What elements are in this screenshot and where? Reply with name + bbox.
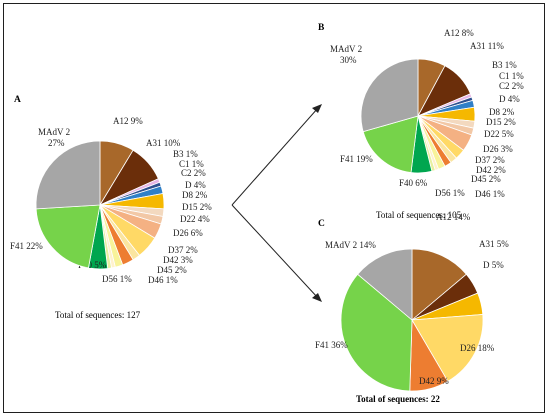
slice-label-d26: D26 3% — [483, 144, 513, 154]
slice-label-d45: D45 2% — [471, 174, 501, 184]
panel-b-total: Total of sequences: 105 — [376, 210, 462, 220]
figure-frame — [3, 3, 545, 413]
slice-label-madv-2: MAdV 2 30% — [330, 44, 362, 65]
slice-label-d46: D46 1% — [148, 275, 178, 285]
slice-label-d56: D56 1% — [435, 188, 465, 198]
slice-label-c2: C2 2% — [499, 81, 524, 91]
slice-label-d22: D22 5% — [484, 129, 514, 139]
pie-a: A12 9% A31 10%B3 1%C1 1%C2 2% D 4%D8 2% D15… — [10, 116, 212, 285]
slice-label-f40: F40 6% — [399, 178, 428, 188]
slice-a12 — [411, 248, 467, 321]
slice-label-a31: A31 5% — [479, 239, 509, 249]
slice-label-b3: B3 1% — [173, 149, 198, 159]
slice-label-c2: C2 2% — [181, 168, 206, 178]
slice-label-d26: D26 18% — [460, 343, 495, 353]
slice-label-b3: B3 1% — [492, 60, 517, 70]
slice-label-f41: F41 36% — [315, 340, 348, 350]
arrow-to-c — [231, 204, 319, 299]
slice-f41 — [35, 204, 101, 269]
slice-madv-2 — [35, 140, 101, 210]
slice-label-d56: D56 1% — [102, 274, 132, 284]
slice-f41 — [340, 273, 413, 392]
slice-madv-2 — [360, 58, 419, 133]
slice-label-f41: F41 19% — [340, 154, 373, 164]
slice-label-d: D 5% — [483, 260, 504, 270]
panel-a-total: Total of sequences: 127 — [55, 310, 141, 320]
slice-label-d42: D42 9% — [419, 376, 449, 386]
pie-b: A12 8% A31 11% B3 1%C1 1%C2 2% D 4% D8 2%D15… — [330, 28, 524, 199]
slice-label-d22: D22 4% — [180, 214, 210, 224]
slice-label-d37: D37 2% — [168, 245, 198, 255]
panel-b-letter: B — [318, 23, 325, 33]
slice-label-a31: A31 10% — [146, 138, 181, 148]
slice-f41 — [362, 115, 419, 174]
slice-label-c1: C1 1% — [179, 159, 204, 169]
panel-c-letter: C — [318, 219, 325, 229]
slice-label-f41: F41 22% — [10, 241, 43, 251]
slice-label-d46: D46 1% — [475, 189, 505, 199]
panel-c-total: Total of sequences: 22 — [356, 394, 440, 404]
slice-label-d15: D15 2% — [182, 202, 212, 212]
slice-label-madv-2: MAdV 2 27% — [38, 127, 70, 148]
slice-label-a12: A12 9% — [113, 116, 143, 126]
slice-label-f40: F40 5% — [78, 260, 107, 270]
slice-label-d: D 4% — [185, 180, 206, 190]
slice-label-a12: A12 14% — [436, 212, 471, 222]
slice-label-d37: D37 2% — [475, 155, 505, 165]
slice-label-d45: D45 2% — [157, 265, 187, 275]
slice-label-d15: D15 2% — [486, 117, 516, 127]
arrow-to-b — [231, 107, 319, 206]
arrows — [231, 104, 322, 302]
slice-label-d42: D42 2% — [476, 165, 506, 175]
panel-a-letter: A — [14, 95, 21, 105]
slice-d26 — [411, 314, 484, 382]
slice-label-d8: D8 2% — [489, 107, 515, 117]
arrow-to-b-head — [312, 104, 322, 113]
slice-label-a12: A12 8% — [444, 28, 474, 38]
slice-label-madv-2: MAdV 2 14% — [325, 240, 376, 250]
slice-label-d8: D8 2% — [182, 190, 208, 200]
slice-label-d26: D26 6% — [173, 228, 203, 238]
pie-c: A12 14% A31 5% D 5% D26 18% D42 9% F41 36% MAd… — [315, 212, 509, 392]
slice-label-c1: C1 1% — [499, 71, 524, 81]
slice-madv-2 — [357, 248, 413, 321]
slice-label-a31: A31 11% — [470, 41, 504, 51]
slice-label-d42: D42 3% — [163, 255, 193, 265]
arrow-to-c-head — [312, 293, 322, 302]
slice-label-d: D 4% — [499, 94, 520, 104]
pies-group: A12 9%A31 10%B3 1%C1 1%C2 2%D 4%D8 2%D15… — [10, 28, 524, 392]
